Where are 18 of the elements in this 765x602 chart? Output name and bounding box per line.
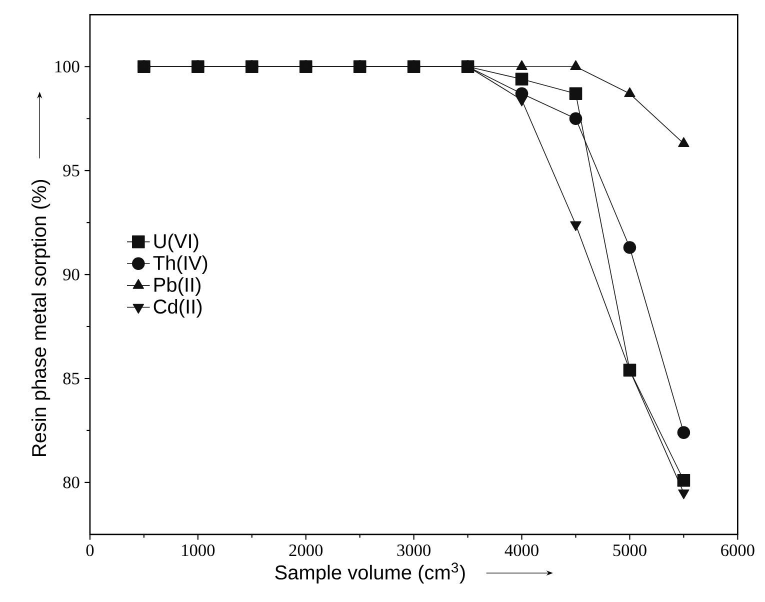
y-tick-label: 100 [55, 60, 80, 72]
x-tick-label: 2000 [289, 544, 323, 556]
x-tick-label: 5000 [613, 544, 646, 556]
y-tick-label: 90 [63, 268, 80, 280]
legend-label: Cd(II) [154, 298, 202, 318]
x-tick-label: 4000 [504, 544, 538, 556]
legend-label: Th(IV) [153, 255, 208, 274]
x-tick-label: 0 [86, 544, 94, 556]
legend-label: Pb(II) [154, 277, 200, 296]
x-tick-label: 6000 [721, 544, 754, 556]
x-axis-title: Sample volume (cm$^{3}$) [275, 562, 465, 584]
y-axis-title: Resin phase metal sorption (%) [31, 180, 50, 456]
y-tick-label: 85 [63, 372, 80, 384]
y-tick-label: 95 [63, 164, 80, 176]
y-tick-label: 80 [63, 476, 80, 488]
legend-label: U(VI) [154, 233, 198, 252]
x-tick-label: 1000 [182, 544, 215, 556]
x-tick-label: 3000 [397, 544, 430, 556]
